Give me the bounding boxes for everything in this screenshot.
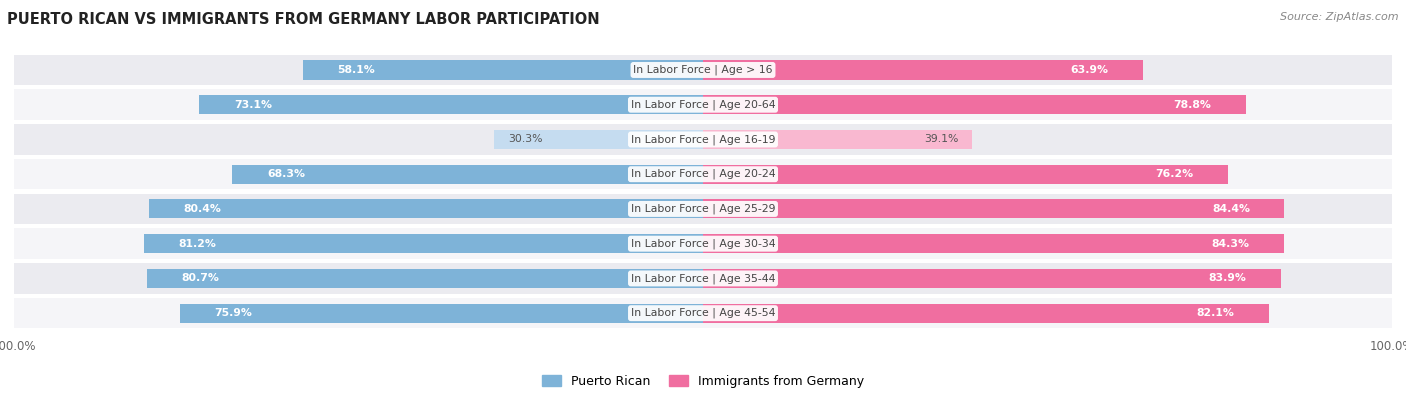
Text: 80.4%: 80.4% bbox=[184, 204, 221, 214]
Text: 68.3%: 68.3% bbox=[267, 169, 305, 179]
Text: 58.1%: 58.1% bbox=[337, 65, 375, 75]
Legend: Puerto Rican, Immigrants from Germany: Puerto Rican, Immigrants from Germany bbox=[537, 370, 869, 393]
Text: 63.9%: 63.9% bbox=[1071, 65, 1109, 75]
Bar bbox=[14, 89, 1392, 120]
Text: 73.1%: 73.1% bbox=[233, 100, 271, 110]
Text: 83.9%: 83.9% bbox=[1209, 273, 1247, 284]
Text: 80.7%: 80.7% bbox=[181, 273, 219, 284]
Bar bbox=[703, 95, 1246, 114]
Bar bbox=[703, 130, 973, 149]
Text: Source: ZipAtlas.com: Source: ZipAtlas.com bbox=[1281, 12, 1399, 22]
Text: 75.9%: 75.9% bbox=[215, 308, 253, 318]
Bar bbox=[302, 60, 703, 79]
Bar bbox=[148, 269, 703, 288]
Bar bbox=[703, 269, 1281, 288]
Text: In Labor Force | Age 35-44: In Labor Force | Age 35-44 bbox=[631, 273, 775, 284]
Text: In Labor Force | Age 16-19: In Labor Force | Age 16-19 bbox=[631, 134, 775, 145]
Bar bbox=[14, 124, 1392, 155]
Bar bbox=[149, 199, 703, 218]
Text: In Labor Force | Age 20-64: In Labor Force | Age 20-64 bbox=[631, 100, 775, 110]
Bar bbox=[703, 60, 1143, 79]
Text: 39.1%: 39.1% bbox=[924, 134, 959, 145]
Text: 81.2%: 81.2% bbox=[179, 239, 217, 249]
Bar bbox=[703, 234, 1284, 253]
Bar bbox=[14, 194, 1392, 224]
Bar bbox=[14, 55, 1392, 85]
Text: In Labor Force | Age 20-24: In Labor Force | Age 20-24 bbox=[631, 169, 775, 179]
Bar bbox=[14, 228, 1392, 259]
Bar bbox=[703, 304, 1268, 323]
Text: PUERTO RICAN VS IMMIGRANTS FROM GERMANY LABOR PARTICIPATION: PUERTO RICAN VS IMMIGRANTS FROM GERMANY … bbox=[7, 12, 599, 27]
Text: In Labor Force | Age > 16: In Labor Force | Age > 16 bbox=[633, 65, 773, 75]
Bar bbox=[14, 298, 1392, 329]
Text: In Labor Force | Age 30-34: In Labor Force | Age 30-34 bbox=[631, 239, 775, 249]
Text: 84.4%: 84.4% bbox=[1212, 204, 1250, 214]
Bar bbox=[200, 95, 703, 114]
Text: In Labor Force | Age 25-29: In Labor Force | Age 25-29 bbox=[631, 204, 775, 214]
Text: 78.8%: 78.8% bbox=[1174, 100, 1212, 110]
Bar bbox=[703, 165, 1227, 184]
Bar bbox=[232, 165, 703, 184]
Bar bbox=[495, 130, 703, 149]
Bar bbox=[703, 199, 1285, 218]
Text: 30.3%: 30.3% bbox=[508, 134, 543, 145]
Bar bbox=[180, 304, 703, 323]
Bar bbox=[143, 234, 703, 253]
Bar bbox=[14, 159, 1392, 190]
Text: 82.1%: 82.1% bbox=[1197, 308, 1234, 318]
Text: 76.2%: 76.2% bbox=[1156, 169, 1194, 179]
Text: 84.3%: 84.3% bbox=[1212, 239, 1250, 249]
Bar bbox=[14, 263, 1392, 294]
Text: In Labor Force | Age 45-54: In Labor Force | Age 45-54 bbox=[631, 308, 775, 318]
